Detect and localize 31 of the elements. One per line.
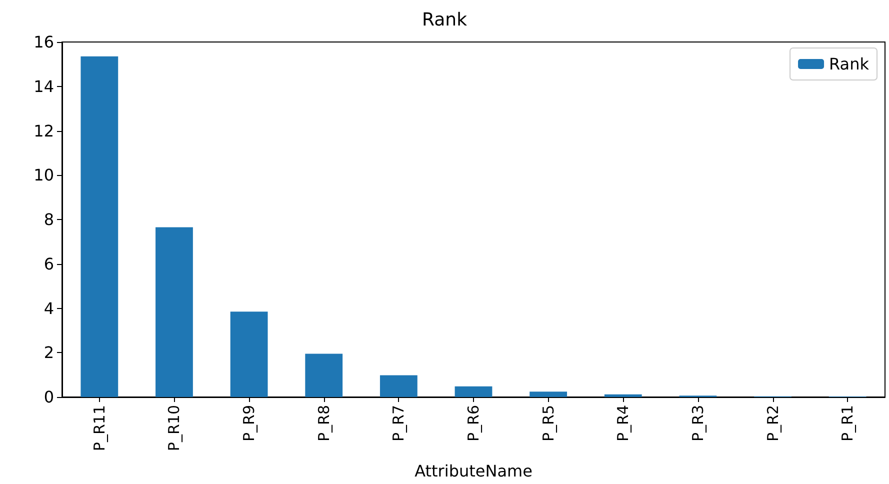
bar — [230, 312, 268, 397]
y-tick-label: 16 — [34, 32, 54, 52]
y-tick-label: 4 — [44, 298, 54, 318]
x-axis-title: AttributeName — [414, 462, 532, 480]
y-tick-label: 8 — [44, 210, 54, 229]
bar — [604, 394, 642, 397]
y-tick-label: 10 — [34, 166, 54, 185]
x-tick-label: P_R4 — [614, 405, 632, 442]
x-tick-label: P_R2 — [764, 405, 782, 442]
x-tick-label: P_R3 — [688, 405, 707, 442]
x-tick-label: P_R8 — [314, 405, 333, 442]
bar — [156, 227, 193, 397]
chart-title: Rank — [422, 10, 468, 30]
y-tick-label: 0 — [44, 388, 54, 406]
bar — [305, 354, 343, 397]
x-tick-label: P_R11 — [90, 405, 108, 452]
bar — [454, 386, 492, 397]
y-tick-label: 14 — [34, 76, 54, 96]
x-tick-label: P_R9 — [240, 405, 258, 442]
bar — [530, 392, 568, 397]
y-tick-label: 12 — [34, 121, 54, 140]
x-tick-label: P_R6 — [464, 405, 482, 442]
y-tick-label: 2 — [44, 343, 54, 362]
bar — [380, 375, 418, 397]
bar — [80, 56, 118, 397]
x-tick-label: P_R10 — [165, 405, 184, 452]
legend-label: Rank — [829, 54, 870, 74]
x-tick-label: P_R1 — [838, 405, 857, 442]
x-tick-label: P_R5 — [539, 405, 558, 442]
x-tick-label: P_R7 — [390, 405, 408, 442]
y-tick-label: 6 — [44, 254, 54, 274]
